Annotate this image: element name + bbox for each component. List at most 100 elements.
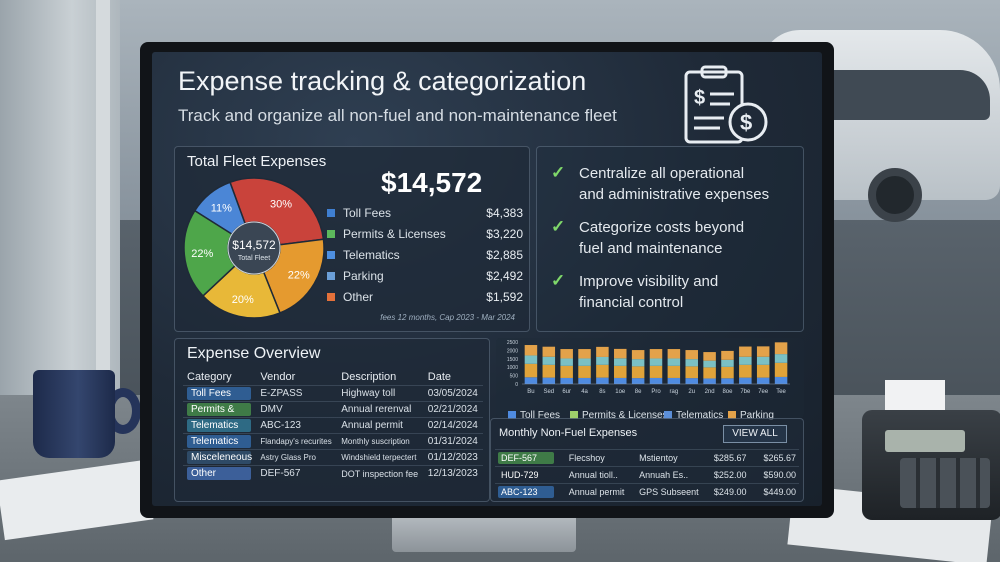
slice-label: 30% [270,199,292,211]
benefit-line: Centralize all operational [579,165,745,182]
bar-segment [631,359,645,367]
vendor-cell: Flandapy's recurites [256,433,338,450]
description-cell: Annual permit [565,483,637,501]
table-row[interactable]: Permits & DMV Annual rerenval 02/21/2024 [183,401,483,418]
benefit-line: financial control [579,294,684,311]
column-header[interactable]: Date [427,371,452,383]
x-tick-label: 4a [581,389,588,395]
column-header[interactable]: Vendor [260,371,296,383]
category-badge: Telematics [187,435,251,448]
amount-cell: $449.00 [754,483,799,501]
amount-cell: $265.67 [754,449,799,467]
benefit-item: ✓ Categorize costs beyond fuel and mainte… [551,217,801,261]
dashboard-screen: Expense tracking & categorization Track … [152,52,822,506]
date-cell: 12/13/2023 [423,465,483,482]
bar-segment [614,358,627,366]
x-tick-label: Pro [651,389,661,395]
svg-text:$: $ [694,87,705,109]
description-cell: Windshield terpectert [337,449,424,466]
y-tick-label: 0 [515,382,518,388]
expense-overview-table: Category Vendor Description Date Toll Fe… [183,369,483,482]
vendor-badge: HUD-729 [501,470,539,480]
bar-chart-legend: Toll Fees Permits & Licenses Telematics … [508,410,808,426]
table-row[interactable]: Telematics Flandapy's recurites Monthly … [183,433,483,450]
bar-segment [721,359,734,367]
category-cell: Telematics [183,433,257,450]
x-tick-label: 6ur [562,389,571,395]
benefit-text: Centralize all operational and administra… [579,163,769,205]
bar-segment [756,364,770,378]
table-row[interactable]: ABC-123 Annual permit GPS Subseent $249.… [495,483,799,501]
legend-swatch [327,230,335,238]
benefit-item: ✓ Centralize all operational and administ… [551,163,801,207]
table-row[interactable]: HUD-729 Annual tioll.. Annuah Es.. $252.… [495,466,799,484]
bar-segment [685,350,698,360]
bar-segment [667,349,681,359]
bar-segment [560,377,573,384]
bar-segment [614,348,627,359]
y-tick-label: 2000 [507,348,518,354]
table-row[interactable]: Other DEF-567 DOT inspection fee 12/13/2… [183,465,483,482]
legend-swatch [664,411,672,420]
y-tick-label: 1500 [507,357,518,363]
bar-segment [578,358,591,366]
legend-item: Other $1,592 [327,289,523,310]
benefit-line: Improve visibility and [579,273,719,290]
description-cell: Annual rerenval [337,401,424,418]
table-row[interactable]: Telematics ABC-123 Annual permit 02/14/2… [183,417,483,434]
bar-segment [667,377,681,384]
category-cell: Misceleneous [183,449,257,466]
vendor-cell: DMV [256,401,338,418]
detail-cell: Mstientoy [636,449,711,467]
x-tick-label: 8e [635,389,642,395]
legend-label: Telematics [676,410,724,421]
x-tick-label: 2nd [705,389,715,395]
column-header[interactable]: Description [341,371,397,383]
stacked-bar-chart: 2500 2000 1500 1000 500 0 Bu Sed 6ur 4a 8s 1oe 8e Pro… [507,340,790,395]
bar-segment [739,364,752,378]
description-cell: Highway toll [337,385,424,402]
detail-cell: Annuah Es.. [636,466,711,484]
coffee-mug [33,370,115,458]
legend-swatch [327,251,335,259]
legend-swatch [327,272,335,280]
bar-segment [542,356,556,365]
total-expenses-title: Total Fleet Expenses [187,153,327,170]
van-wheel [868,168,922,222]
bar-segment [685,359,698,367]
bar-segment [560,365,573,378]
bar-segment [703,367,716,379]
benefit-line: fuel and maintenance [579,240,723,257]
bar-segment [739,346,752,357]
table-row[interactable]: Toll Fees E-ZPASS Highway toll 03/05/202… [183,385,483,402]
x-tick-label: 8s [599,389,605,395]
monthly-expenses-panel: Monthly Non-Fuel Expenses VIEW ALL DEF-5… [490,418,804,502]
legend-item: Parking $2,492 [327,268,523,289]
column-header[interactable]: Category [187,371,232,383]
chart-legend-item: Permits & Licenses [570,410,668,421]
donut-center-amount: $14,572 [232,238,276,252]
category-badge: Telematics [187,419,251,432]
amount-cell: $590.00 [754,466,799,484]
legend-value: $1,592 [486,290,523,304]
category-badge: Misceleneous [187,451,252,464]
vendor-cell: E-ZPASS [256,385,338,402]
legend-item: Telematics $2,885 [327,247,523,268]
benefit-line: and administrative expenses [579,186,770,203]
bar-segment [614,365,627,378]
bar-segment [524,355,538,364]
date-cell: 02/21/2024 [423,401,483,418]
bar-segment [703,378,716,384]
table-row[interactable]: DEF-567 Flecshoy Mstientoy $285.67 $265.… [495,449,799,467]
bar-segment [524,377,538,384]
donut-center-label: Total Fleet [238,255,270,262]
bar-segment [685,366,698,379]
monitor: Expense tracking & categorization Track … [140,42,834,518]
category-cell: Toll Fees [183,385,257,402]
view-all-button[interactable]: VIEW ALL [723,425,787,443]
table-row[interactable]: Misceleneous Astry Glass Pro Windshield … [183,449,483,466]
vendor-cell: Astry Glass Pro [256,449,338,466]
expense-legend: Toll Fees $4,383 Permits & Licenses $3,2… [327,205,523,310]
bar-segment [774,342,788,355]
date-range-footnote: fees 12 months, Cap 2023 - Mar 2024 [380,313,515,322]
